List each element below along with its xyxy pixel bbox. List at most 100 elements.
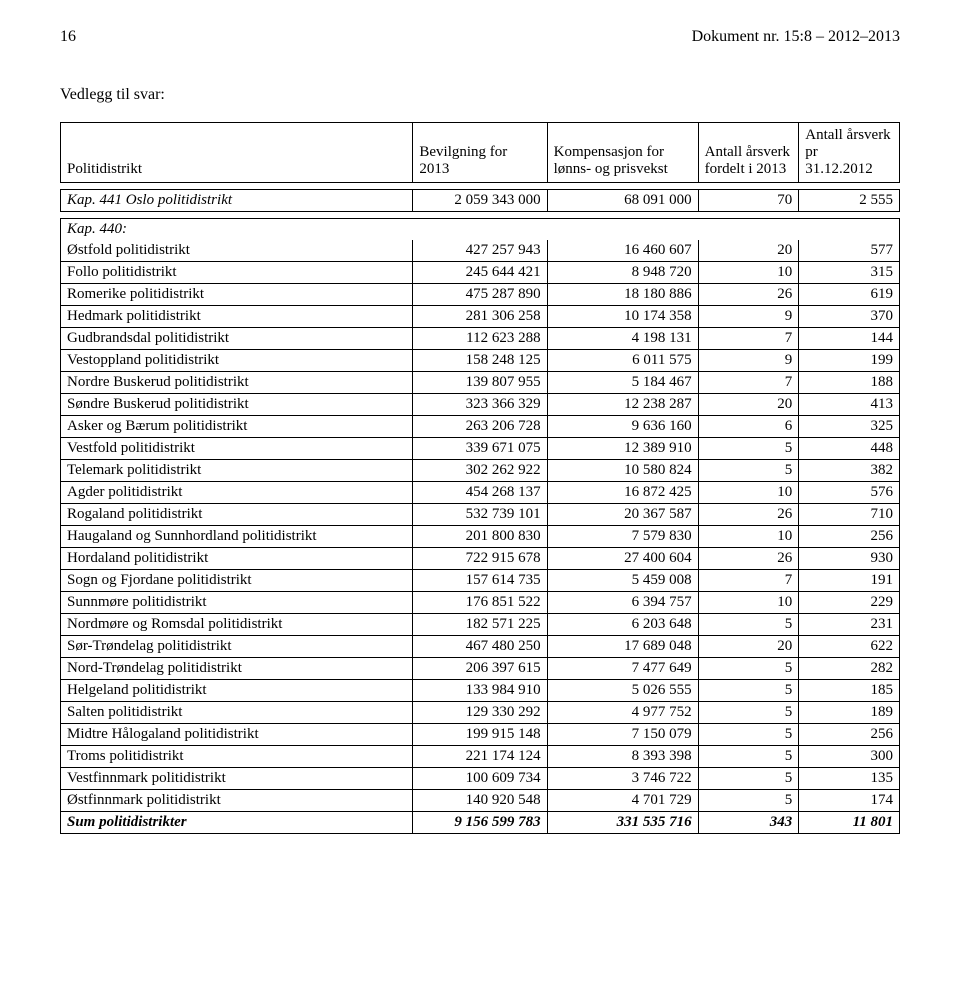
district-aarsverk2013: 20 — [698, 240, 799, 262]
page-number: 16 — [60, 28, 76, 46]
district-bevilgning: 199 915 148 — [413, 724, 547, 746]
district-aarsverk2012: 144 — [799, 328, 900, 350]
table-row: Romerike politidistrikt475 287 89018 180… — [61, 284, 900, 306]
district-bevilgning: 245 644 421 — [413, 262, 547, 284]
district-aarsverk2013: 9 — [698, 306, 799, 328]
table-header: Politidistrikt Bevilgning for 2013 Kompe… — [60, 122, 900, 183]
district-aarsverk2012: 413 — [799, 394, 900, 416]
district-bevilgning: 206 397 615 — [413, 658, 547, 680]
table-row: Telemark politidistrikt302 262 92210 580… — [61, 460, 900, 482]
district-aarsverk2013: 5 — [698, 702, 799, 724]
header-col1-text: Politidistrikt — [67, 161, 142, 177]
table-row: Agder politidistrikt454 268 13716 872 42… — [61, 482, 900, 504]
kap440-label-text: Kap. 440: — [67, 221, 127, 237]
header-col5b-text: 31.12.2012 — [805, 161, 873, 177]
district-kompensasjon: 16 872 425 — [547, 482, 698, 504]
table-row: Helgeland politidistrikt133 984 9105 026… — [61, 680, 900, 702]
district-bevilgning: 263 206 728 — [413, 416, 547, 438]
district-kompensasjon: 6 011 575 — [547, 350, 698, 372]
districts-table: Kap. 440: Østfold politidistrikt427 257 … — [60, 218, 900, 834]
district-kompensasjon: 6 394 757 — [547, 592, 698, 614]
district-aarsverk2012: 174 — [799, 790, 900, 812]
table-row: Sunnmøre politidistrikt176 851 5226 394 … — [61, 592, 900, 614]
district-aarsverk2013: 26 — [698, 284, 799, 306]
district-aarsverk2012: 135 — [799, 768, 900, 790]
header-politidistrikt: Politidistrikt — [61, 123, 413, 183]
district-name: Salten politidistrikt — [61, 702, 413, 724]
district-name: Asker og Bærum politidistrikt — [61, 416, 413, 438]
table-row: Midtre Hålogaland politidistrikt199 915 … — [61, 724, 900, 746]
district-aarsverk2012: 622 — [799, 636, 900, 658]
district-kompensasjon: 27 400 604 — [547, 548, 698, 570]
district-aarsverk2012: 188 — [799, 372, 900, 394]
district-aarsverk2013: 7 — [698, 570, 799, 592]
table-row: Sør-Trøndelag politidistrikt467 480 2501… — [61, 636, 900, 658]
district-bevilgning: 281 306 258 — [413, 306, 547, 328]
table-row: Asker og Bærum politidistrikt263 206 728… — [61, 416, 900, 438]
district-kompensasjon: 5 184 467 — [547, 372, 698, 394]
district-name: Nord-Trøndelag politidistrikt — [61, 658, 413, 680]
kap441-bevilgning: 2 059 343 000 — [413, 190, 547, 212]
district-aarsverk2013: 26 — [698, 548, 799, 570]
district-aarsverk2012: 229 — [799, 592, 900, 614]
district-aarsverk2013: 20 — [698, 636, 799, 658]
table-row: Søndre Buskerud politidistrikt323 366 32… — [61, 394, 900, 416]
sum-label: Sum politidistrikter — [61, 812, 413, 834]
sum-bevilgning: 9 156 599 783 — [413, 812, 547, 834]
attachment-title: Vedlegg til svar: — [60, 86, 900, 104]
table-row: Sogn og Fjordane politidistrikt157 614 7… — [61, 570, 900, 592]
district-name: Østfinnmark politidistrikt — [61, 790, 413, 812]
district-kompensasjon: 7 477 649 — [547, 658, 698, 680]
district-bevilgning: 467 480 250 — [413, 636, 547, 658]
district-name: Agder politidistrikt — [61, 482, 413, 504]
district-kompensasjon: 4 977 752 — [547, 702, 698, 724]
header-bevilgning: Bevilgning for 2013 — [413, 123, 547, 183]
district-aarsverk2012: 577 — [799, 240, 900, 262]
header-col5a-text: Antall årsverk pr — [805, 127, 890, 160]
district-aarsverk2012: 370 — [799, 306, 900, 328]
header-col3a-text: Kompensasjon for — [554, 144, 664, 160]
kap441-aarsverk2013: 70 — [698, 190, 799, 212]
district-aarsverk2013: 10 — [698, 592, 799, 614]
district-aarsverk2013: 5 — [698, 724, 799, 746]
district-aarsverk2012: 256 — [799, 526, 900, 548]
district-aarsverk2012: 576 — [799, 482, 900, 504]
district-name: Sunnmøre politidistrikt — [61, 592, 413, 614]
district-aarsverk2012: 930 — [799, 548, 900, 570]
district-aarsverk2013: 10 — [698, 262, 799, 284]
table-row: Østfold politidistrikt427 257 94316 460 … — [61, 240, 900, 262]
running-head: 16 Dokument nr. 15:8 – 2012–2013 — [60, 28, 900, 46]
district-kompensasjon: 20 367 587 — [547, 504, 698, 526]
district-name: Hedmark politidistrikt — [61, 306, 413, 328]
header-col4a-text: Antall årsverk — [705, 144, 790, 160]
table-row: Salten politidistrikt129 330 2924 977 75… — [61, 702, 900, 724]
district-kompensasjon: 7 579 830 — [547, 526, 698, 548]
district-name: Rogaland politidistrikt — [61, 504, 413, 526]
district-aarsverk2012: 619 — [799, 284, 900, 306]
table-row: Vestfinnmark politidistrikt100 609 7343 … — [61, 768, 900, 790]
kap440-label: Kap. 440: — [61, 219, 900, 241]
table-row: Nordre Buskerud politidistrikt139 807 95… — [61, 372, 900, 394]
district-kompensasjon: 8 393 398 — [547, 746, 698, 768]
district-aarsverk2013: 20 — [698, 394, 799, 416]
district-name: Sør-Trøndelag politidistrikt — [61, 636, 413, 658]
district-bevilgning: 182 571 225 — [413, 614, 547, 636]
district-aarsverk2012: 448 — [799, 438, 900, 460]
district-name: Vestoppland politidistrikt — [61, 350, 413, 372]
district-aarsverk2013: 7 — [698, 372, 799, 394]
district-bevilgning: 129 330 292 — [413, 702, 547, 724]
district-bevilgning: 221 174 124 — [413, 746, 547, 768]
district-name: Troms politidistrikt — [61, 746, 413, 768]
table-row: Hedmark politidistrikt281 306 25810 174 … — [61, 306, 900, 328]
district-aarsverk2012: 256 — [799, 724, 900, 746]
district-name: Haugaland og Sunnhordland politidistrikt — [61, 526, 413, 548]
district-aarsverk2013: 5 — [698, 438, 799, 460]
district-bevilgning: 454 268 137 — [413, 482, 547, 504]
district-name: Vestfold politidistrikt — [61, 438, 413, 460]
district-bevilgning: 339 671 075 — [413, 438, 547, 460]
district-aarsverk2013: 5 — [698, 768, 799, 790]
district-aarsverk2012: 191 — [799, 570, 900, 592]
district-bevilgning: 323 366 329 — [413, 394, 547, 416]
district-name: Søndre Buskerud politidistrikt — [61, 394, 413, 416]
header-col4b-text: fordelt i 2013 — [705, 161, 787, 177]
